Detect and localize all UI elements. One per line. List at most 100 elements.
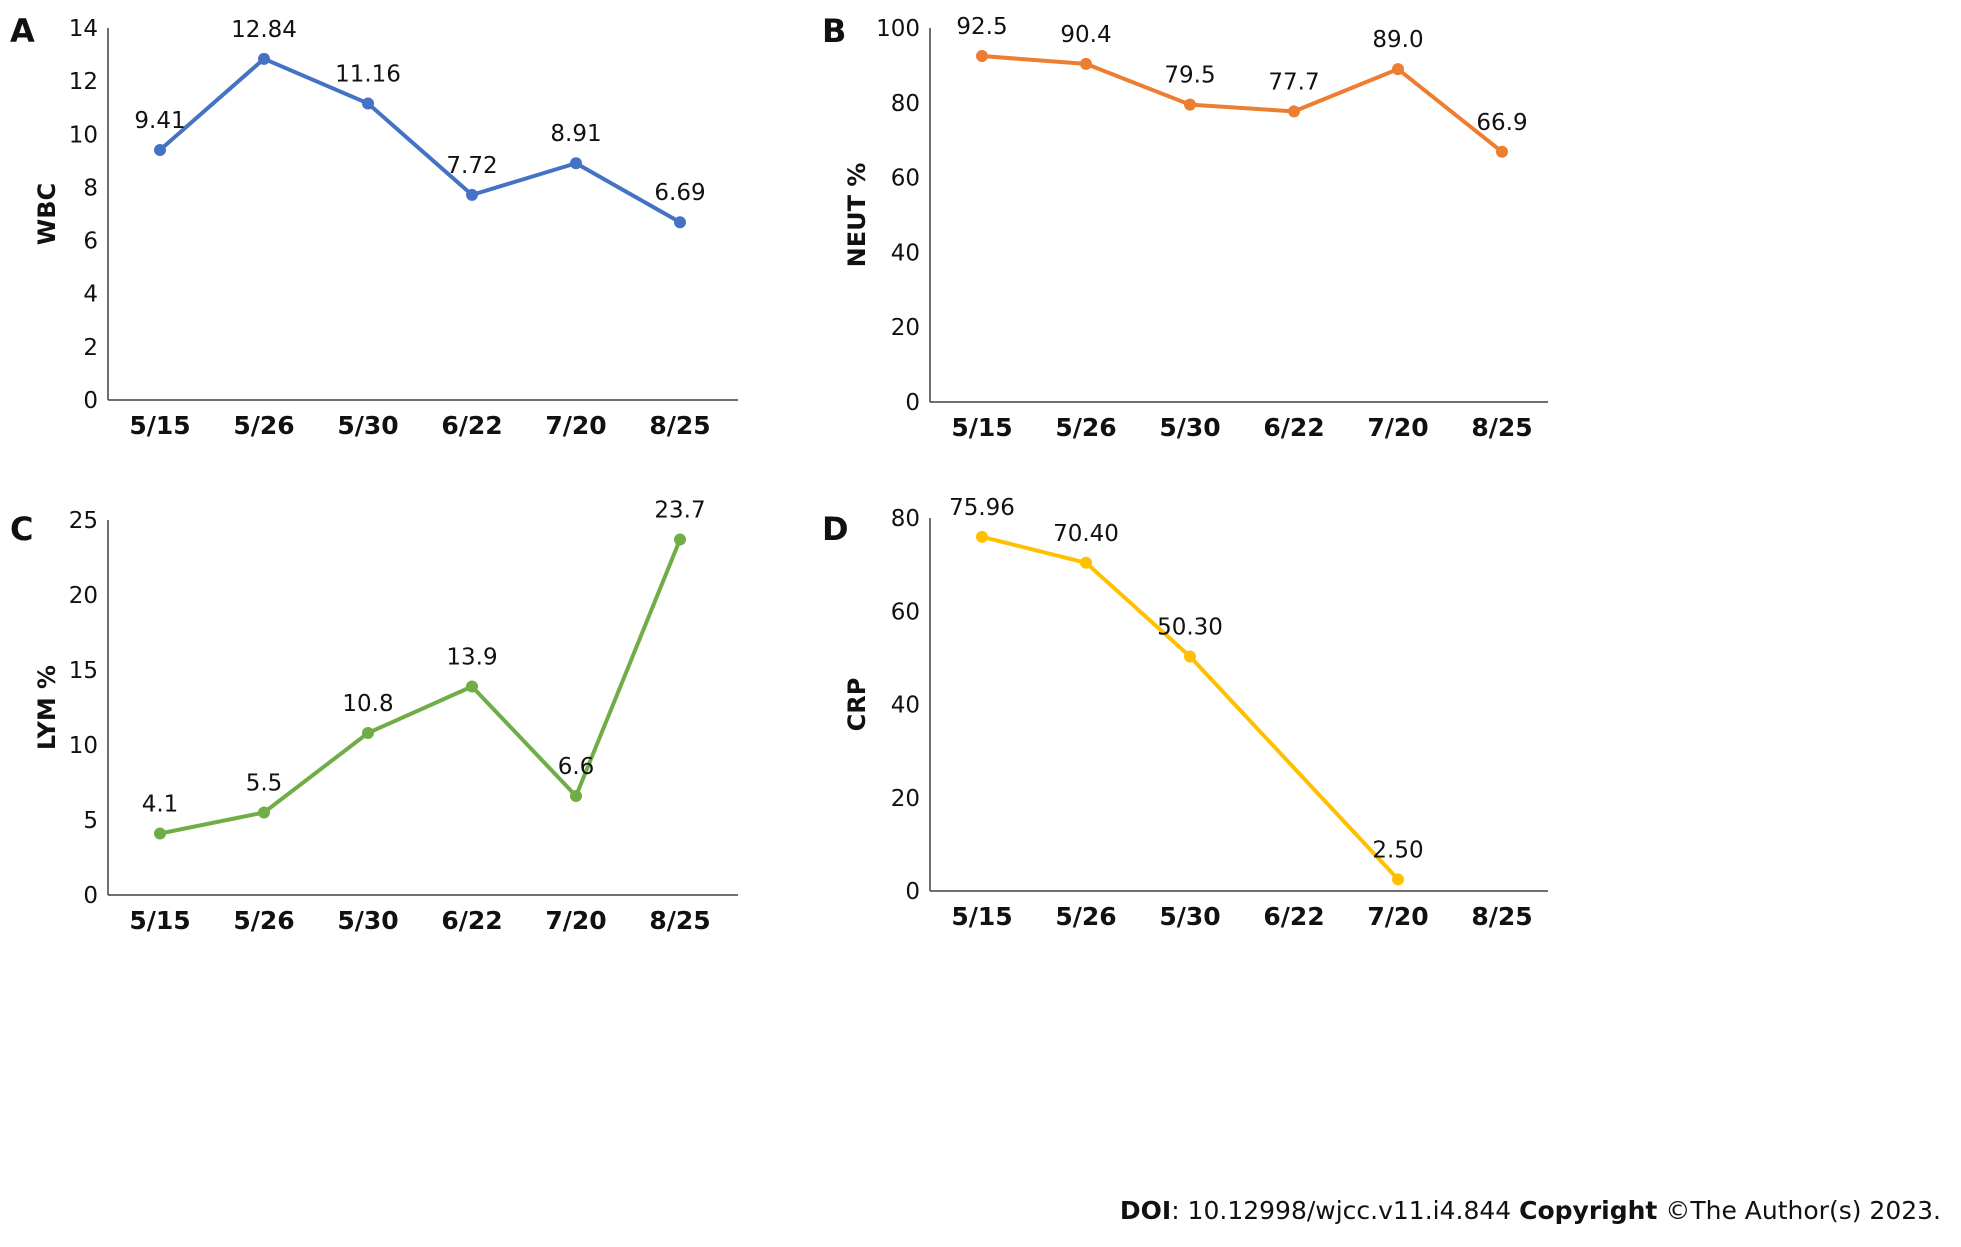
x-tick-label: 6/22 xyxy=(441,411,502,440)
x-tick-label: 6/22 xyxy=(1263,902,1324,931)
y-tick-label: 0 xyxy=(83,388,98,414)
x-tick-label: 5/26 xyxy=(1055,902,1116,931)
doi-copyright-footer: DOI: 10.12998/wjcc.v11.i4.844 Copyright … xyxy=(1120,1196,1941,1225)
data-point xyxy=(466,188,478,201)
y-tick-label: 80 xyxy=(891,91,920,117)
data-point xyxy=(258,806,270,819)
doi-label: DOI xyxy=(1119,1196,1172,1225)
x-tick-label: 5/30 xyxy=(337,906,398,935)
data-label: 23.7 xyxy=(654,498,705,524)
x-tick-label: 5/15 xyxy=(129,906,190,935)
data-point xyxy=(154,143,166,156)
y-tick-label: 40 xyxy=(891,240,920,266)
panel-label: A xyxy=(10,12,35,50)
data-label: 12.84 xyxy=(231,17,297,43)
data-point xyxy=(1080,556,1092,569)
chart-panel-d: D 0 20 40 60 80 CRP 5/15 5/26 5/30 6/22 7/20 8/25 75.… xyxy=(822,495,1548,931)
y-axis-label: WBC xyxy=(33,183,61,245)
x-tick-label: 7/20 xyxy=(545,906,606,935)
data-label: 13.9 xyxy=(446,645,497,671)
y-tick-label: 60 xyxy=(891,599,920,625)
data-point xyxy=(976,50,988,63)
data-label: 89.0 xyxy=(1372,27,1423,53)
chart-panel-a: A 0 2 4 6 8 10 12 14 WBC 5/15 5/26 5/30 6/22 7/20 8/25 9… xyxy=(10,12,738,440)
series-line xyxy=(980,54,1504,154)
copyright-label: Copyright xyxy=(1519,1196,1658,1225)
series-line xyxy=(158,56,682,225)
y-tick-label: 8 xyxy=(83,175,98,201)
data-label: 5.5 xyxy=(246,771,283,797)
y-axis-label: NEUT % xyxy=(843,163,871,268)
chart-panel-b: B 0 20 40 60 80 100 NEUT % 5/15 5/26 5/30 6/22 7/20 8… xyxy=(822,12,1548,442)
data-label: 9.41 xyxy=(134,108,185,134)
data-point xyxy=(362,727,374,739)
y-axis-label: LYM % xyxy=(33,665,61,750)
y-tick-label: 40 xyxy=(891,693,920,719)
data-point xyxy=(154,827,166,840)
chart-panel-c: C 0 5 10 15 20 25 LYM % 5/15 5/26 5/30 6/22 7/20 8/25… xyxy=(10,498,738,935)
data-label: 10.8 xyxy=(342,691,393,717)
data-point xyxy=(1080,57,1092,70)
data-point xyxy=(674,216,686,229)
y-tick-label: 2 xyxy=(83,335,98,361)
y-tick-label: 0 xyxy=(83,883,98,909)
y-tick-label: 10 xyxy=(69,733,98,759)
y-tick-label: 14 xyxy=(69,16,98,42)
data-point xyxy=(570,790,582,802)
y-axis-label: CRP xyxy=(843,678,871,732)
x-tick-label: 7/20 xyxy=(1367,413,1428,442)
y-tick-label: 4 xyxy=(83,282,98,308)
data-label: 70.40 xyxy=(1053,521,1119,547)
data-point xyxy=(362,97,374,110)
panel-label: C xyxy=(10,510,33,548)
data-label: 77.7 xyxy=(1268,69,1319,95)
data-point xyxy=(1184,98,1196,111)
x-tick-label: 8/25 xyxy=(649,906,710,935)
data-label: 2.50 xyxy=(1372,837,1423,863)
x-tick-label: 5/15 xyxy=(951,413,1012,442)
x-tick-label: 5/30 xyxy=(1159,902,1220,931)
x-tick-label: 5/15 xyxy=(129,411,190,440)
data-label: 11.16 xyxy=(335,61,401,87)
y-tick-label: 10 xyxy=(69,122,98,148)
data-label: 90.4 xyxy=(1060,22,1111,48)
x-tick-label: 8/25 xyxy=(649,411,710,440)
data-point xyxy=(258,52,270,65)
series-line xyxy=(980,534,1400,882)
data-point xyxy=(1184,650,1196,663)
x-tick-label: 7/20 xyxy=(1367,902,1428,931)
y-tick-label: 12 xyxy=(69,69,98,95)
data-label: 79.5 xyxy=(1164,63,1215,89)
data-label: 92.5 xyxy=(956,14,1007,40)
x-tick-label: 5/15 xyxy=(951,902,1012,931)
data-point xyxy=(674,533,686,546)
doi-value: : 10.12998/wjcc.v11.i4.844 xyxy=(1171,1196,1520,1225)
y-tick-label: 60 xyxy=(891,166,920,192)
x-tick-label: 6/22 xyxy=(1263,413,1324,442)
data-label: 75.96 xyxy=(949,495,1015,521)
x-tick-label: 5/26 xyxy=(1055,413,1116,442)
data-point xyxy=(570,157,582,170)
x-tick-label: 5/26 xyxy=(233,906,294,935)
y-tick-label: 0 xyxy=(905,879,920,905)
panel-label: B xyxy=(822,12,846,50)
y-tick-label: 80 xyxy=(891,506,920,532)
x-tick-label: 5/30 xyxy=(1159,413,1220,442)
y-tick-label: 5 xyxy=(83,808,98,834)
y-tick-label: 25 xyxy=(69,508,98,534)
x-tick-label: 6/22 xyxy=(441,906,502,935)
data-point xyxy=(1288,105,1300,118)
data-point xyxy=(466,680,478,693)
data-label: 4.1 xyxy=(142,792,179,818)
data-label: 7.72 xyxy=(446,153,497,179)
y-tick-label: 20 xyxy=(69,583,98,609)
copyright-value: ©The Author(s) 2023. xyxy=(1657,1196,1941,1225)
series-line xyxy=(158,537,682,836)
data-label: 6.69 xyxy=(654,180,705,206)
data-point xyxy=(1496,145,1508,158)
data-point xyxy=(1392,873,1404,886)
panel-label: D xyxy=(822,510,849,548)
x-tick-label: 8/25 xyxy=(1471,902,1532,931)
data-label: 50.30 xyxy=(1157,614,1223,640)
